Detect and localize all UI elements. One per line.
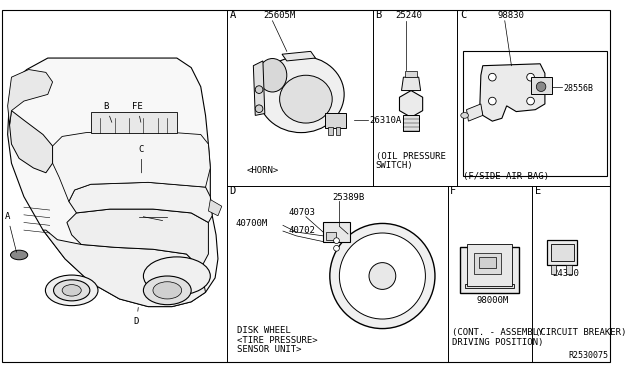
Circle shape: [333, 246, 339, 251]
Text: 25389B: 25389B: [333, 193, 365, 202]
Text: SWITCH): SWITCH): [376, 161, 413, 170]
Ellipse shape: [330, 224, 435, 328]
Bar: [467, 244, 513, 286]
Text: 40700M: 40700M: [235, 219, 268, 228]
Text: DRIVING POSITION): DRIVING POSITION): [452, 338, 543, 347]
Ellipse shape: [54, 280, 90, 301]
Ellipse shape: [10, 250, 28, 260]
Bar: [550, 244, 573, 261]
Text: B: B: [103, 102, 112, 122]
Text: C: C: [460, 10, 466, 20]
Text: D: D: [229, 186, 236, 196]
Bar: [566, 264, 572, 274]
Text: (OIL PRESSURE: (OIL PRESSURE: [376, 153, 445, 161]
Ellipse shape: [258, 58, 287, 92]
Text: F: F: [451, 186, 456, 196]
Polygon shape: [67, 209, 209, 268]
Polygon shape: [69, 182, 212, 222]
Text: R2530075: R2530075: [568, 351, 608, 360]
Bar: [328, 127, 333, 135]
Circle shape: [255, 105, 263, 113]
Bar: [547, 240, 577, 264]
Text: (F/SIDE AIR BAG): (F/SIDE AIR BAG): [463, 171, 548, 180]
Text: 25605M: 25605M: [263, 11, 295, 20]
Bar: [474, 253, 501, 274]
Text: 40702: 40702: [289, 226, 316, 235]
Bar: [403, 115, 419, 131]
Polygon shape: [480, 64, 545, 121]
Text: DISK WHEEL: DISK WHEEL: [237, 326, 291, 336]
Polygon shape: [43, 230, 205, 307]
Circle shape: [255, 86, 263, 93]
Bar: [325, 113, 346, 128]
Ellipse shape: [339, 233, 426, 319]
Text: E: E: [535, 186, 541, 196]
Text: 24330: 24330: [552, 269, 579, 278]
Ellipse shape: [153, 282, 182, 299]
Circle shape: [488, 73, 496, 81]
Polygon shape: [52, 131, 211, 202]
Bar: [550, 264, 556, 274]
Bar: [460, 247, 519, 293]
Polygon shape: [10, 110, 52, 173]
Bar: [463, 51, 607, 176]
Polygon shape: [253, 61, 265, 115]
Text: (CONT. - ASSEMBLY: (CONT. - ASSEMBLY: [452, 328, 543, 337]
Polygon shape: [209, 199, 222, 216]
Circle shape: [527, 73, 534, 81]
Bar: [323, 222, 350, 241]
Text: A: A: [229, 10, 236, 20]
Text: FE: FE: [132, 102, 143, 122]
Text: <HORN>: <HORN>: [246, 166, 279, 175]
Bar: [465, 284, 515, 288]
Polygon shape: [8, 70, 52, 125]
Text: <TIRE PRESSURE>: <TIRE PRESSURE>: [237, 336, 317, 345]
Text: C: C: [139, 145, 144, 173]
Text: 98000M: 98000M: [476, 296, 508, 305]
Text: D: D: [134, 307, 140, 326]
Bar: [326, 232, 335, 240]
Polygon shape: [467, 104, 483, 121]
Text: 26310A: 26310A: [369, 116, 401, 125]
Text: (CIRCUIT BREAKER): (CIRCUIT BREAKER): [535, 328, 627, 337]
Ellipse shape: [461, 113, 468, 118]
Ellipse shape: [369, 263, 396, 289]
Ellipse shape: [45, 275, 98, 306]
Bar: [405, 71, 417, 77]
Ellipse shape: [143, 257, 211, 295]
Bar: [91, 112, 177, 132]
Polygon shape: [8, 58, 218, 307]
Polygon shape: [401, 77, 420, 90]
Bar: [479, 257, 496, 268]
Text: 28556B: 28556B: [563, 84, 593, 93]
Circle shape: [536, 82, 546, 92]
Text: B: B: [375, 10, 381, 20]
Circle shape: [333, 238, 339, 244]
Ellipse shape: [62, 285, 81, 296]
Text: A: A: [4, 212, 17, 252]
Circle shape: [527, 97, 534, 105]
Ellipse shape: [258, 56, 344, 132]
Bar: [531, 77, 552, 94]
Bar: [335, 127, 340, 135]
Text: SENSOR UNIT>: SENSOR UNIT>: [237, 346, 301, 355]
Text: 98830: 98830: [497, 11, 524, 20]
Ellipse shape: [143, 276, 191, 305]
Ellipse shape: [280, 75, 332, 123]
Text: 25240: 25240: [395, 11, 422, 20]
Polygon shape: [399, 90, 422, 117]
Polygon shape: [282, 51, 316, 61]
Circle shape: [488, 97, 496, 105]
Text: 40703: 40703: [289, 208, 316, 217]
